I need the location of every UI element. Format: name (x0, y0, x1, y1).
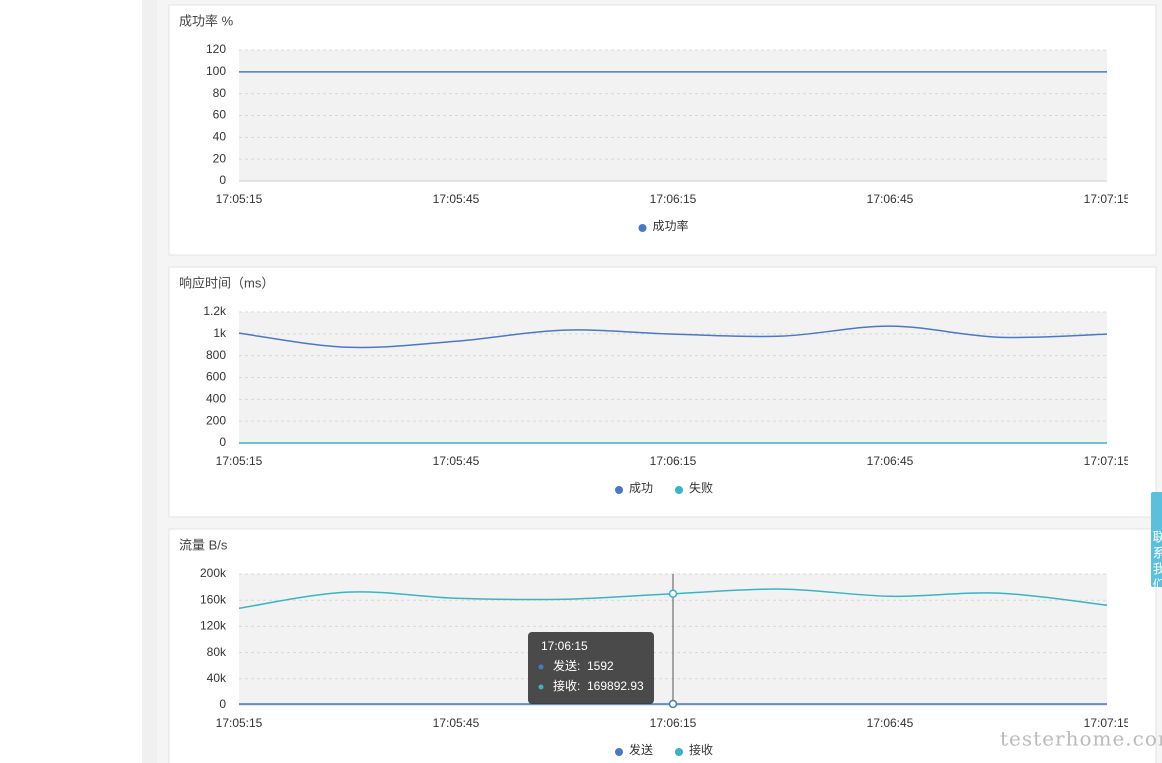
tooltip-swatch (538, 664, 544, 670)
y-tick-label: 200k (200, 566, 227, 580)
series-line (238, 325, 1108, 349)
y-tick-label: 1.2k (203, 304, 227, 318)
x-tick-label: 17:05:15 (216, 454, 263, 468)
plot: 0 200 400 600 800 1k 1.2k 17:05:15 17:05:45 17:06… (203, 304, 1131, 468)
chart-panel: 响应时间（ms） 0 200 400 600 800 1k 1.2k 17:05:15 17:05… (168, 266, 1157, 518)
x-tick-label: 17:05:45 (433, 192, 480, 206)
y-tick-label: 1k (213, 326, 227, 340)
x-tick-label: 17:06:45 (867, 716, 914, 730)
legend-item[interactable]: 失败 (675, 480, 713, 495)
plot: 0 40k 80k 120k 160k 200k 17:05:15 17:05:45 17:06… (200, 566, 1131, 730)
tooltip-value: 169892.93 (587, 679, 644, 693)
x-tick-label: 17:07:15 (1084, 192, 1131, 206)
legend-swatch (675, 748, 683, 756)
x-tick-label: 17:05:15 (216, 716, 263, 730)
legend-swatch (615, 748, 623, 756)
y-tick-label: 0 (219, 435, 226, 449)
side-tab-bg[interactable] (1151, 492, 1162, 587)
tooltip-value: 1592 (587, 659, 614, 673)
legend-item[interactable]: 发送 (615, 742, 653, 757)
y-tick-label: 200 (206, 413, 226, 427)
watermark: testerhome.com (1000, 727, 1162, 751)
y-tick-label: 40k (207, 671, 227, 685)
legend-label: 成功率 (653, 218, 689, 233)
legend-swatch (675, 486, 683, 494)
y-tick-label: 120 (206, 42, 226, 56)
y-tick-label: 60 (213, 108, 227, 122)
x-tick-label: 17:07:15 (1084, 716, 1131, 730)
tooltip-title: 17:06:15 (541, 639, 588, 653)
legend-swatch (638, 224, 647, 232)
x-tick-label: 17:06:15 (650, 454, 697, 468)
sidebar-divider (142, 0, 157, 763)
x-tick-label: 17:06:45 (867, 454, 914, 468)
y-tick-label: 600 (206, 370, 226, 384)
chart-panel: 流量 B/s 0 40k 80k 120k 160k 200k 17:05:15 17:05:4… (168, 528, 1157, 763)
side-tab-label[interactable]: 联系我们 (1151, 530, 1162, 594)
x-tick-label: 17:05:45 (433, 454, 480, 468)
charts: 成功率 % 0 20 40 60 80 100 120 17:05:15 17:05:45 17:0… (168, 4, 1157, 763)
y-tick-label: 80k (207, 645, 227, 659)
legend-item[interactable]: 接收 (675, 742, 713, 757)
chart-panel: 成功率 % 0 20 40 60 80 100 120 17:05:15 17:05:45 17:0… (168, 4, 1157, 256)
y-tick-label: 40 (213, 130, 227, 144)
y-tick-label: 160k (200, 592, 227, 606)
hover-point (668, 699, 678, 709)
tooltip: 17:06:15 发送: 1592 接收: 169892.93 (528, 632, 654, 704)
legend-label: 发送 (629, 742, 653, 757)
x-tick-label: 17:05:45 (433, 716, 480, 730)
y-tick-label: 120k (200, 619, 227, 633)
x-tick-label: 17:07:15 (1084, 454, 1131, 468)
legend-label: 失败 (689, 480, 713, 495)
x-tick-label: 17:05:15 (216, 192, 263, 206)
tooltip-bg (528, 632, 654, 704)
chart-title: 流量 B/s (179, 537, 228, 552)
y-tick-label: 400 (206, 392, 226, 406)
x-tick-label: 17:06:45 (867, 192, 914, 206)
plot: 0 20 40 60 80 100 120 17:05:15 17:05:45 17:06:15 1… (206, 42, 1131, 206)
legend-label: 成功 (629, 481, 653, 495)
y-tick-label: 80 (213, 86, 227, 100)
x-tick-label: 17:06:15 (650, 192, 697, 206)
tooltip-label: 发送: (553, 658, 580, 673)
y-tick-label: 20 (213, 151, 227, 165)
legend-swatch (615, 486, 623, 494)
x-tick-label: 17:06:15 (650, 716, 697, 730)
side-tab[interactable]: 联系我们 (1151, 492, 1162, 594)
legend-label: 接收 (689, 742, 713, 757)
hover-point (668, 589, 678, 598)
y-tick-label: 0 (219, 697, 226, 711)
legend-item[interactable]: 成功率 (638, 218, 689, 233)
chart-title: 成功率 % (179, 13, 234, 28)
chart-title: 响应时间（ms） (179, 275, 274, 290)
y-tick-label: 0 (219, 173, 226, 187)
legend-item[interactable]: 成功 (615, 481, 653, 495)
tooltip-label: 接收: (553, 678, 580, 693)
y-tick-label: 800 (206, 348, 226, 362)
sidebar (0, 0, 142, 763)
tooltip-swatch (538, 684, 544, 690)
y-tick-label: 100 (206, 64, 226, 78)
